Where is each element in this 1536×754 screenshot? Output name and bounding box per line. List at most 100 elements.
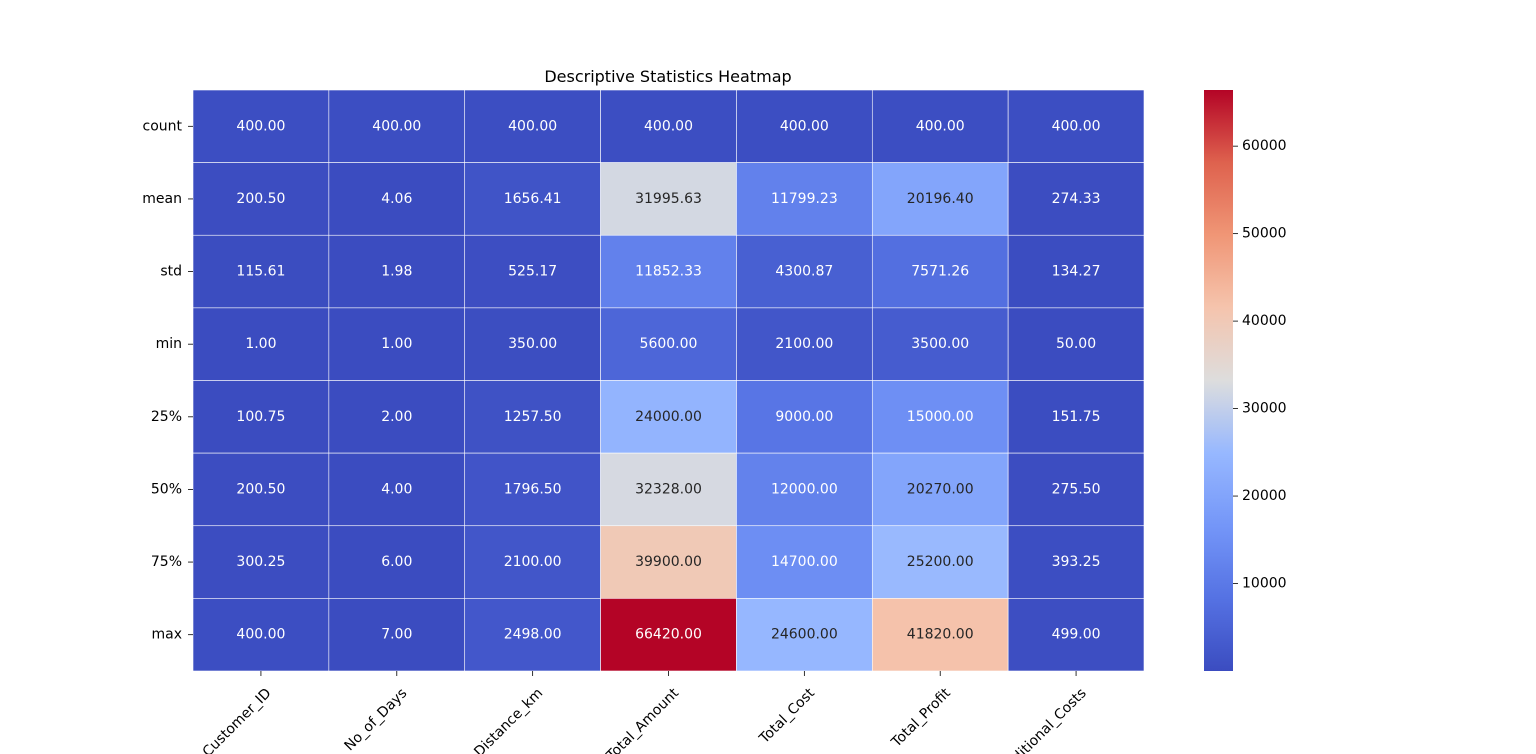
cell-value-label: 100.75 bbox=[236, 409, 285, 425]
x-tick-label: Total_Profit bbox=[888, 685, 954, 751]
heatmap-cell bbox=[192, 307, 330, 381]
cell-value-label: 1.98 bbox=[381, 264, 412, 280]
cell-value-label: 400.00 bbox=[236, 627, 285, 643]
heatmap-cell bbox=[464, 162, 601, 236]
cell-value-label: 499.00 bbox=[1052, 627, 1101, 643]
colorbar-tick-label: 60000 bbox=[1242, 138, 1287, 154]
x-tick-label: Total_Cost bbox=[756, 685, 818, 747]
heatmap-cell bbox=[1007, 598, 1145, 672]
cell-value-label: 2100.00 bbox=[775, 336, 833, 352]
heatmap-cell bbox=[328, 452, 466, 527]
heatmap-cell bbox=[600, 525, 737, 599]
heatmap-cell bbox=[736, 162, 873, 236]
cell-value-label: 7571.26 bbox=[911, 264, 969, 280]
heatmap-cell bbox=[871, 380, 1009, 454]
cell-value-label: 400.00 bbox=[916, 118, 965, 134]
heatmap-cell bbox=[600, 307, 737, 381]
cell-value-label: 41820.00 bbox=[907, 627, 974, 643]
chart-title: Descriptive Statistics Heatmap bbox=[544, 67, 791, 86]
heatmap-cell bbox=[871, 162, 1009, 236]
y-tick-label: mean bbox=[142, 191, 182, 207]
heatmap-cell bbox=[192, 380, 330, 454]
heatmap-cell bbox=[871, 307, 1009, 381]
heatmap-cell bbox=[328, 307, 466, 381]
cell-value-label: 134.27 bbox=[1052, 264, 1101, 280]
cell-value-label: 24600.00 bbox=[771, 627, 838, 643]
heatmap-cell bbox=[736, 598, 873, 672]
y-tick-label: std bbox=[160, 264, 182, 280]
heatmap-cell bbox=[328, 598, 466, 672]
heatmap-cell bbox=[736, 452, 873, 527]
cell-value-label: 115.61 bbox=[236, 264, 285, 280]
cell-value-label: 400.00 bbox=[1052, 118, 1101, 134]
cell-value-label: 50.00 bbox=[1056, 336, 1096, 352]
cell-value-label: 15000.00 bbox=[907, 409, 974, 425]
heatmap-cell bbox=[1007, 162, 1145, 236]
cell-value-label: 7.00 bbox=[381, 627, 412, 643]
x-tick-label: Additional_Costs bbox=[997, 685, 1090, 754]
heatmap-cell bbox=[328, 525, 466, 599]
heatmap-cell bbox=[736, 307, 873, 381]
heatmap-cell bbox=[1007, 89, 1145, 163]
colorbar-tick-label: 10000 bbox=[1242, 576, 1287, 592]
heatmap-cell bbox=[192, 89, 330, 163]
heatmap-cell bbox=[464, 234, 601, 309]
cell-value-label: 400.00 bbox=[372, 118, 421, 134]
cell-value-label: 151.75 bbox=[1052, 409, 1101, 425]
x-axis: Customer_ID No_of_Days Distance_km Total_Am… bbox=[200, 671, 1090, 754]
x-tick-label: Customer_ID bbox=[200, 685, 275, 754]
heatmap-cell bbox=[736, 525, 873, 599]
heatmap-cell bbox=[600, 89, 737, 163]
y-tick-label: max bbox=[151, 627, 182, 643]
cell-value-label: 400.00 bbox=[508, 118, 557, 134]
heatmap-cell bbox=[1007, 452, 1145, 527]
y-tick-label: 50% bbox=[151, 481, 182, 497]
cell-value-label: 20270.00 bbox=[907, 481, 974, 497]
heatmap-cell bbox=[1007, 307, 1145, 381]
cell-value-label: 200.50 bbox=[236, 191, 285, 207]
cell-value-label: 4.06 bbox=[381, 191, 412, 207]
cell-value-label: 400.00 bbox=[644, 118, 693, 134]
cell-value-label: 393.25 bbox=[1052, 554, 1101, 570]
cell-value-label: 525.17 bbox=[508, 264, 557, 280]
cell-value-label: 20196.40 bbox=[907, 191, 974, 207]
heatmap-cell bbox=[600, 234, 737, 309]
cell-value-label: 1796.50 bbox=[504, 481, 562, 497]
cell-value-label: 2498.00 bbox=[504, 627, 562, 643]
cell-value-label: 400.00 bbox=[780, 118, 829, 134]
colorbar-tick-label: 20000 bbox=[1242, 488, 1287, 504]
cell-value-label: 2.00 bbox=[381, 409, 412, 425]
heatmap-cell bbox=[328, 234, 466, 309]
heatmap-cell bbox=[600, 452, 737, 527]
cell-value-label: 1656.41 bbox=[504, 191, 562, 207]
cell-value-label: 9000.00 bbox=[775, 409, 833, 425]
cell-value-label: 350.00 bbox=[508, 336, 557, 352]
cell-value-label: 400.00 bbox=[236, 118, 285, 134]
cell-value-label: 14700.00 bbox=[771, 554, 838, 570]
heatmap-cell bbox=[192, 452, 330, 527]
y-tick-label: 75% bbox=[151, 554, 182, 570]
heatmap-cell bbox=[192, 234, 330, 309]
heatmap-cell bbox=[192, 525, 330, 599]
y-tick-label: min bbox=[156, 336, 182, 352]
heatmap-cell bbox=[192, 598, 330, 672]
cell-value-label: 3500.00 bbox=[911, 336, 969, 352]
cell-value-label: 11799.23 bbox=[771, 191, 838, 207]
cell-value-label: 39900.00 bbox=[635, 554, 702, 570]
x-tick-label: Total_Amount bbox=[603, 685, 682, 754]
heatmap-cell bbox=[871, 234, 1009, 309]
heatmap-cell bbox=[328, 89, 466, 163]
heatmap-cell bbox=[1007, 525, 1145, 599]
x-tick-label: No_of_Days bbox=[341, 685, 410, 754]
heatmap-cell bbox=[600, 598, 737, 672]
cell-value-label: 66420.00 bbox=[635, 627, 702, 643]
colorbar-tick-label: 30000 bbox=[1242, 401, 1287, 417]
heatmap-cell bbox=[1007, 380, 1145, 454]
cell-value-label: 1257.50 bbox=[504, 409, 562, 425]
colorbar: 10000 20000 30000 40000 50000 60000 bbox=[1204, 90, 1287, 671]
heatmap-cell bbox=[192, 162, 330, 236]
cell-value-label: 11852.33 bbox=[635, 264, 702, 280]
cell-value-label: 6.00 bbox=[381, 554, 412, 570]
cell-value-label: 12000.00 bbox=[771, 481, 838, 497]
